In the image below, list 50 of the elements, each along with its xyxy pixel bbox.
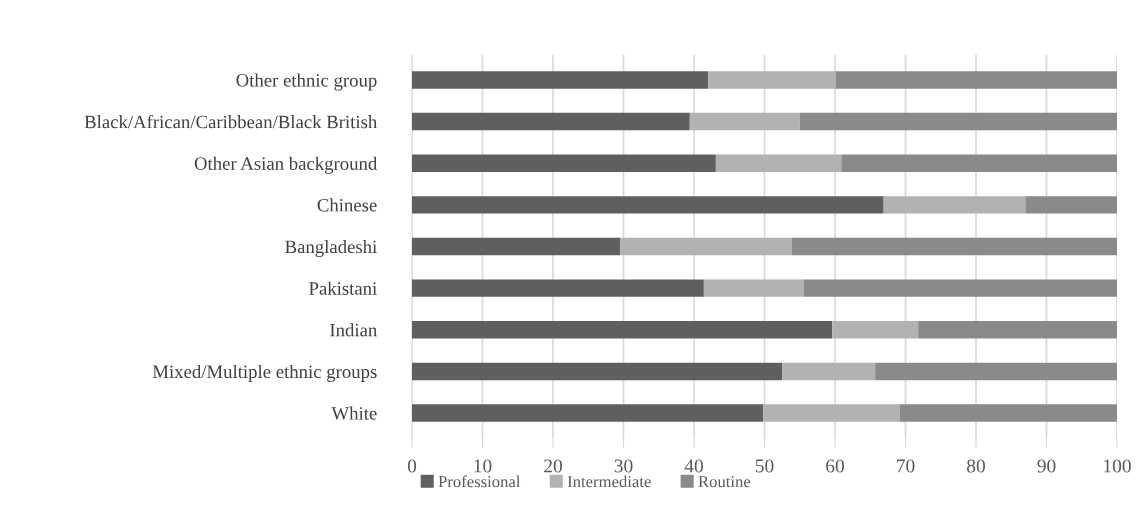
y-tick-label: Indian: [330, 323, 377, 337]
bar: [792, 237, 1117, 256]
bar: [412, 71, 709, 89]
y-tick-label: Other Asian background: [194, 156, 378, 174]
x-tick-label: 20: [544, 459, 562, 473]
x-tick-label: 100: [1104, 459, 1131, 473]
x-tick-label: 10: [474, 459, 492, 473]
bar: [689, 112, 800, 131]
bar: [412, 112, 690, 131]
bar: [412, 196, 884, 214]
bar: [841, 154, 1117, 172]
bar: [412, 404, 764, 422]
bar: [412, 362, 783, 381]
bar: [918, 321, 1117, 339]
y-tick-label: Bangladeshi: [285, 239, 377, 258]
x-tick-label: 60: [826, 459, 844, 473]
bar: [803, 279, 1117, 297]
bar: [782, 362, 876, 381]
x-tick-label: 40: [684, 459, 703, 473]
bar: [763, 404, 900, 422]
bar: [883, 196, 1026, 214]
bar: [708, 71, 836, 89]
legend-label: Intermediate: [567, 475, 651, 488]
x-tick-label: 70: [897, 459, 915, 473]
y-tick-label: Black/African/Caribbean/Black British: [84, 114, 378, 129]
bar: [412, 154, 716, 172]
bar: [412, 237, 620, 256]
y-tick-label: White: [331, 406, 377, 420]
bar: [412, 279, 704, 297]
x-tick-label: 50: [755, 459, 774, 473]
bar: [703, 279, 804, 297]
bar: [799, 112, 1117, 131]
bar: [899, 404, 1117, 422]
bar: [1025, 196, 1117, 214]
y-tick-label: Mixed/Multiple ethnic groups: [152, 364, 377, 382]
bar: [619, 237, 792, 256]
x-tick-label: 80: [967, 459, 985, 473]
y-tick-label: Other ethnic group: [236, 73, 377, 91]
bar: [832, 321, 919, 339]
x-tick-label: 90: [1037, 459, 1056, 473]
legend-label: Professional: [438, 475, 521, 488]
bar: [715, 154, 842, 172]
x-tick-label: 0: [407, 459, 417, 473]
y-tick-label: Chinese: [317, 198, 377, 212]
bar: [875, 362, 1117, 381]
legend-label: Routine: [698, 476, 751, 488]
y-tick-label: Pakistani: [309, 281, 377, 295]
bar: [412, 321, 833, 339]
x-tick-label: 30: [614, 459, 633, 473]
bar: [835, 71, 1117, 89]
